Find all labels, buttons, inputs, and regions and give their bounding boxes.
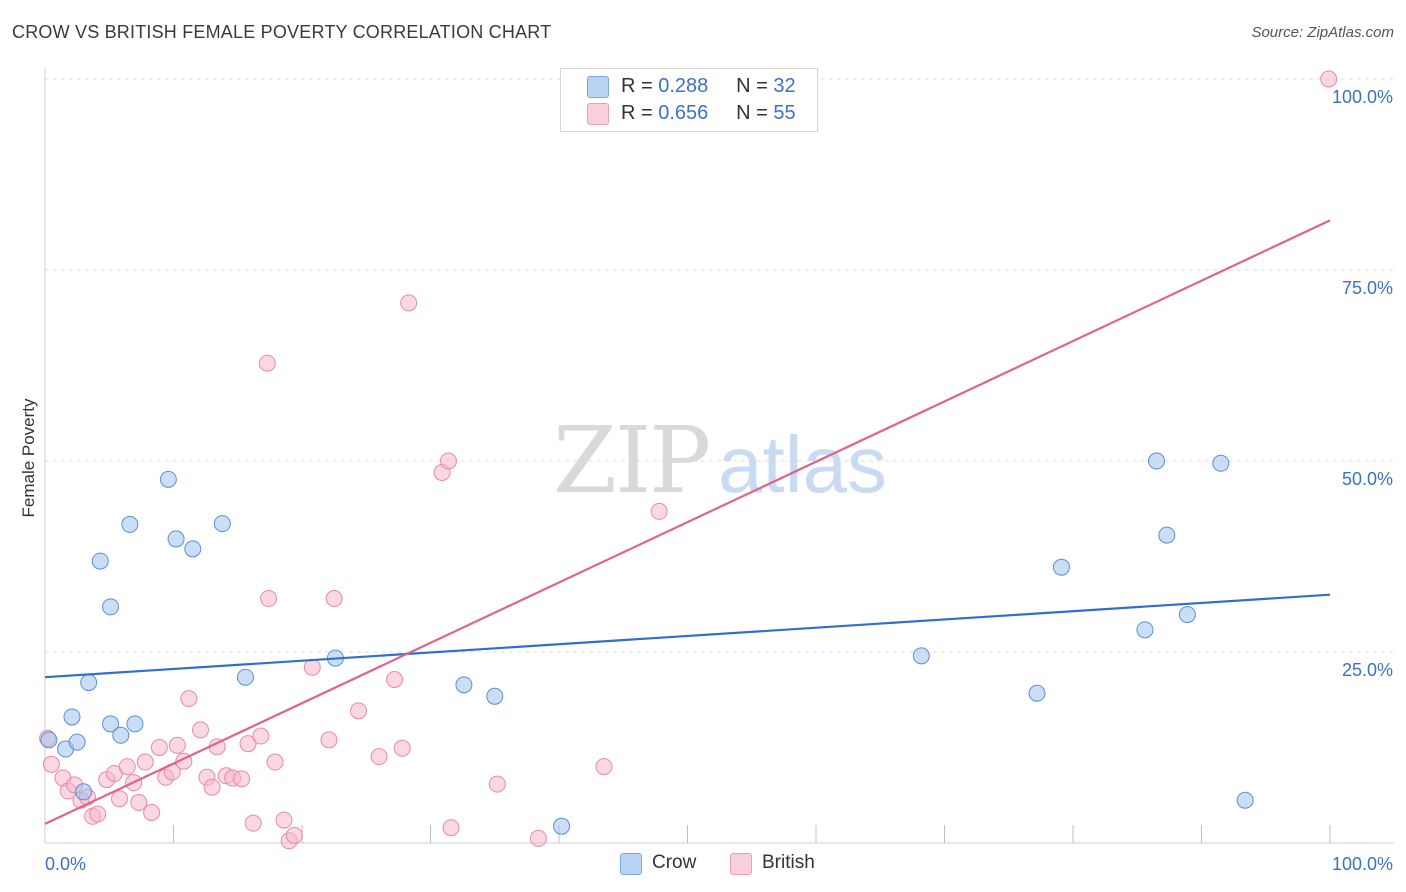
correlation-legend: R = 0.288 N = 32 R = 0.656 N = 55: [560, 68, 818, 132]
source-label: Source: ZipAtlas.com: [1251, 24, 1394, 41]
crow-n-value: 32: [773, 75, 796, 97]
tick-labels: 25.0% 50.0% 75.0% 100.0% 0.0% 100.0%: [45, 87, 1393, 874]
trend-lines: [44, 219, 1331, 825]
british-trend-line: [44, 219, 1331, 825]
british-point: [285, 826, 303, 844]
british-point: [275, 811, 293, 829]
crow-point: [553, 817, 571, 835]
crow-trend-line: [44, 593, 1331, 679]
crow-point: [1136, 621, 1154, 639]
watermark-zip: ZIP: [553, 407, 709, 514]
british-point: [442, 819, 460, 837]
crow-point: [1158, 526, 1176, 544]
british-point: [258, 354, 276, 372]
british-point: [370, 748, 388, 766]
british-point: [439, 452, 457, 470]
crow-r-label: R =: [621, 75, 653, 97]
crow-point: [236, 668, 254, 686]
british-point: [130, 794, 148, 812]
x-tick-label: 0.0%: [45, 854, 86, 874]
crow-point: [1236, 791, 1254, 809]
british-point: [239, 735, 257, 753]
british-point: [150, 739, 168, 756]
british-point: [1320, 70, 1338, 88]
british-point: [191, 721, 209, 739]
crow-point: [126, 715, 144, 733]
crow-point: [1178, 606, 1196, 624]
crow-point: [102, 598, 120, 616]
british-point: [266, 753, 284, 771]
british-n-value: 55: [773, 102, 796, 124]
crow-swatch: [587, 76, 609, 98]
crow-point: [102, 715, 120, 733]
crow-point: [912, 647, 930, 665]
british-point: [203, 778, 221, 796]
british-point: [244, 814, 262, 832]
british-legend-label: British: [762, 852, 815, 873]
crow-n-label: N =: [736, 75, 768, 97]
crow-point: [1148, 452, 1166, 470]
british-point: [529, 829, 547, 847]
y-tick-label: 100.0%: [1332, 87, 1393, 107]
crow-point: [486, 687, 504, 705]
crow-point: [159, 470, 177, 488]
crow-point: [68, 733, 86, 751]
crow-point: [121, 515, 139, 533]
british-point: [89, 805, 107, 823]
british-point: [252, 727, 270, 745]
crow-point: [40, 731, 58, 749]
british-point: [233, 770, 251, 788]
british-point: [393, 739, 411, 757]
british-r-label: R =: [621, 102, 653, 124]
british-r-value: 0.656: [658, 102, 709, 124]
chart-title: CROW VS BRITISH FEMALE POVERTY CORRELATI…: [12, 22, 552, 42]
crow-point: [80, 674, 98, 692]
british-point: [400, 294, 418, 312]
crow-r-value: 0.288: [658, 75, 709, 97]
crow-point: [184, 540, 202, 558]
y-tick-label: 50.0%: [1342, 469, 1393, 489]
british-point: [303, 658, 321, 676]
british-point: [386, 671, 404, 689]
crow-legend-label: Crow: [652, 852, 697, 873]
british-point: [488, 775, 506, 793]
crow-point: [1212, 454, 1230, 472]
crow-legend-swatch: [620, 853, 642, 875]
british-point: [180, 690, 198, 708]
crow-point: [1028, 684, 1046, 702]
crow-point: [75, 783, 93, 801]
british-swatch: [587, 103, 609, 125]
crow-point: [1052, 558, 1070, 576]
british-point: [118, 758, 136, 776]
british-legend-swatch: [730, 853, 752, 875]
grid-lines: [45, 78, 1394, 653]
crow-point: [63, 708, 81, 726]
british-n-label: N =: [736, 102, 768, 124]
british-point: [260, 590, 278, 608]
british-point: [650, 502, 668, 520]
crow-point: [91, 552, 109, 570]
crow-point: [167, 530, 185, 548]
british-point: [325, 590, 343, 608]
crow-point: [455, 676, 473, 694]
crow-point: [213, 515, 231, 533]
british-point: [143, 803, 161, 821]
british-point: [111, 790, 129, 808]
crow-points: [40, 452, 1254, 835]
british-point: [320, 731, 338, 749]
y-tick-label: 75.0%: [1342, 278, 1393, 298]
british-point: [136, 753, 154, 771]
crow-point: [112, 726, 130, 744]
x-tick-label: 100.0%: [1332, 854, 1393, 874]
british-point: [595, 758, 613, 776]
british-point: [168, 736, 186, 754]
british-point: [42, 755, 60, 773]
british-point: [350, 702, 368, 720]
y-axis-label: Female Poverty: [19, 398, 38, 518]
y-tick-label: 25.0%: [1342, 660, 1393, 680]
